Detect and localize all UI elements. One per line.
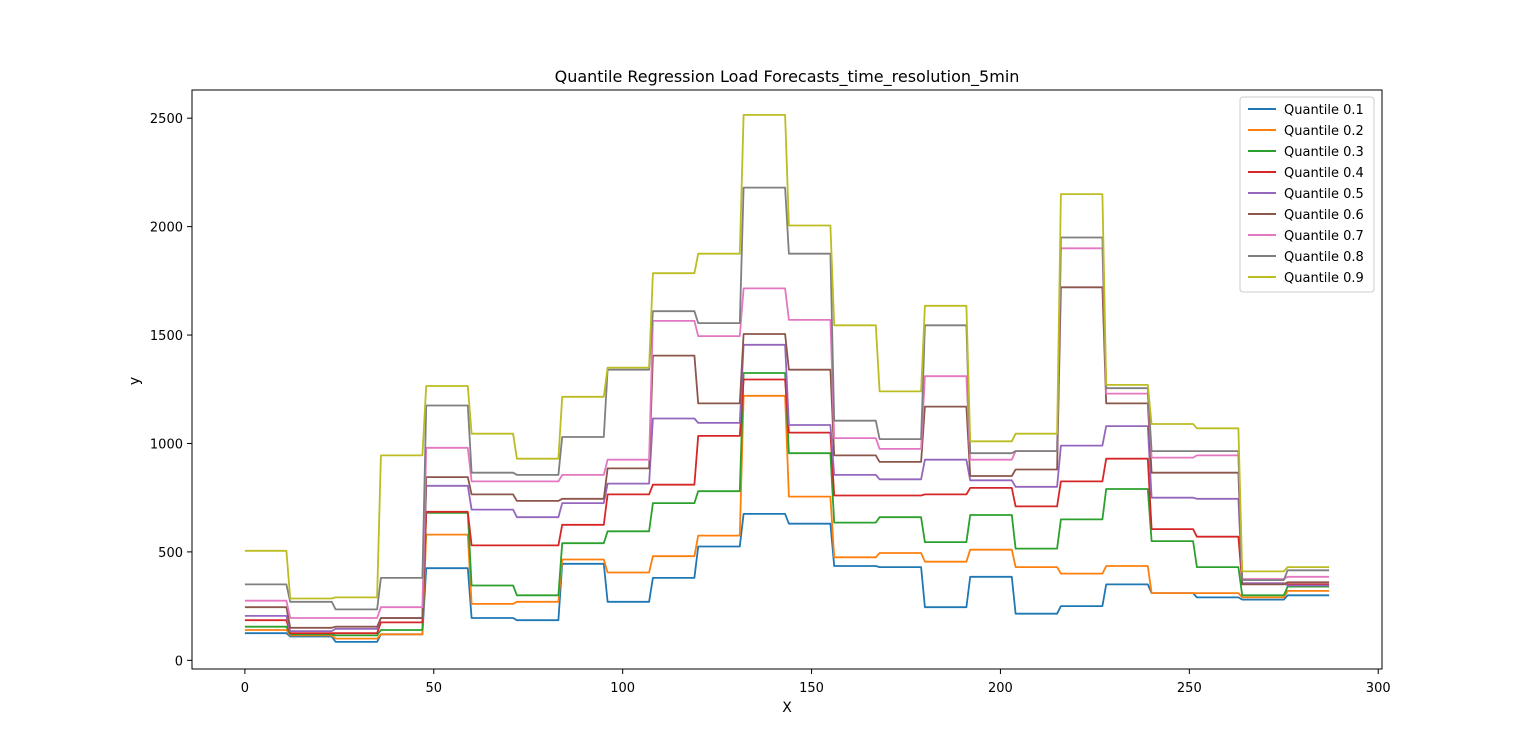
y-axis: 0 500 1000 1500 2000 2500 <box>150 112 192 669</box>
x-tick-label: 300 <box>1366 681 1391 696</box>
chart-title: Quantile Regression Load Forecasts_time_… <box>555 67 1020 87</box>
legend-label: Quantile 0.8 <box>1284 250 1364 265</box>
legend: Quantile 0.1 Quantile 0.2 Quantile 0.3 Quan… <box>1239 96 1375 293</box>
legend-label: Quantile 0.4 <box>1284 166 1364 181</box>
x-axis-title: X <box>782 700 792 716</box>
y-axis-title: y <box>127 377 143 385</box>
y-tick-label: 500 <box>158 546 183 561</box>
series-line-1 <box>244 513 1330 643</box>
plot-frame <box>191 89 1383 670</box>
legend-label: Quantile 0.6 <box>1284 208 1364 223</box>
y-tick-label: 1500 <box>150 329 183 344</box>
legend-label: Quantile 0.9 <box>1284 271 1364 286</box>
x-tick-label: 200 <box>988 681 1013 696</box>
legend-label: Quantile 0.2 <box>1284 124 1364 139</box>
plot-area <box>244 114 1330 643</box>
legend-label: Quantile 0.5 <box>1284 187 1364 202</box>
legend-label: Quantile 0.3 <box>1284 145 1364 160</box>
x-tick-label: 0 <box>241 681 249 696</box>
x-tick-label: 100 <box>610 681 635 696</box>
series-line-9 <box>244 114 1330 600</box>
y-tick-label: 0 <box>175 654 183 669</box>
x-tick-label: 50 <box>426 681 443 696</box>
x-tick-label: 150 <box>799 681 824 696</box>
y-tick-label: 2500 <box>150 112 183 127</box>
y-tick-label: 2000 <box>150 221 183 236</box>
legend-label: Quantile 0.1 <box>1284 103 1364 118</box>
legend-label: Quantile 0.7 <box>1284 229 1364 244</box>
x-tick-label: 250 <box>1177 681 1202 696</box>
x-axis: 0 50 100 150 200 250 300 <box>241 669 1391 696</box>
y-tick-label: 1000 <box>150 437 183 452</box>
legend-box <box>1239 96 1375 293</box>
